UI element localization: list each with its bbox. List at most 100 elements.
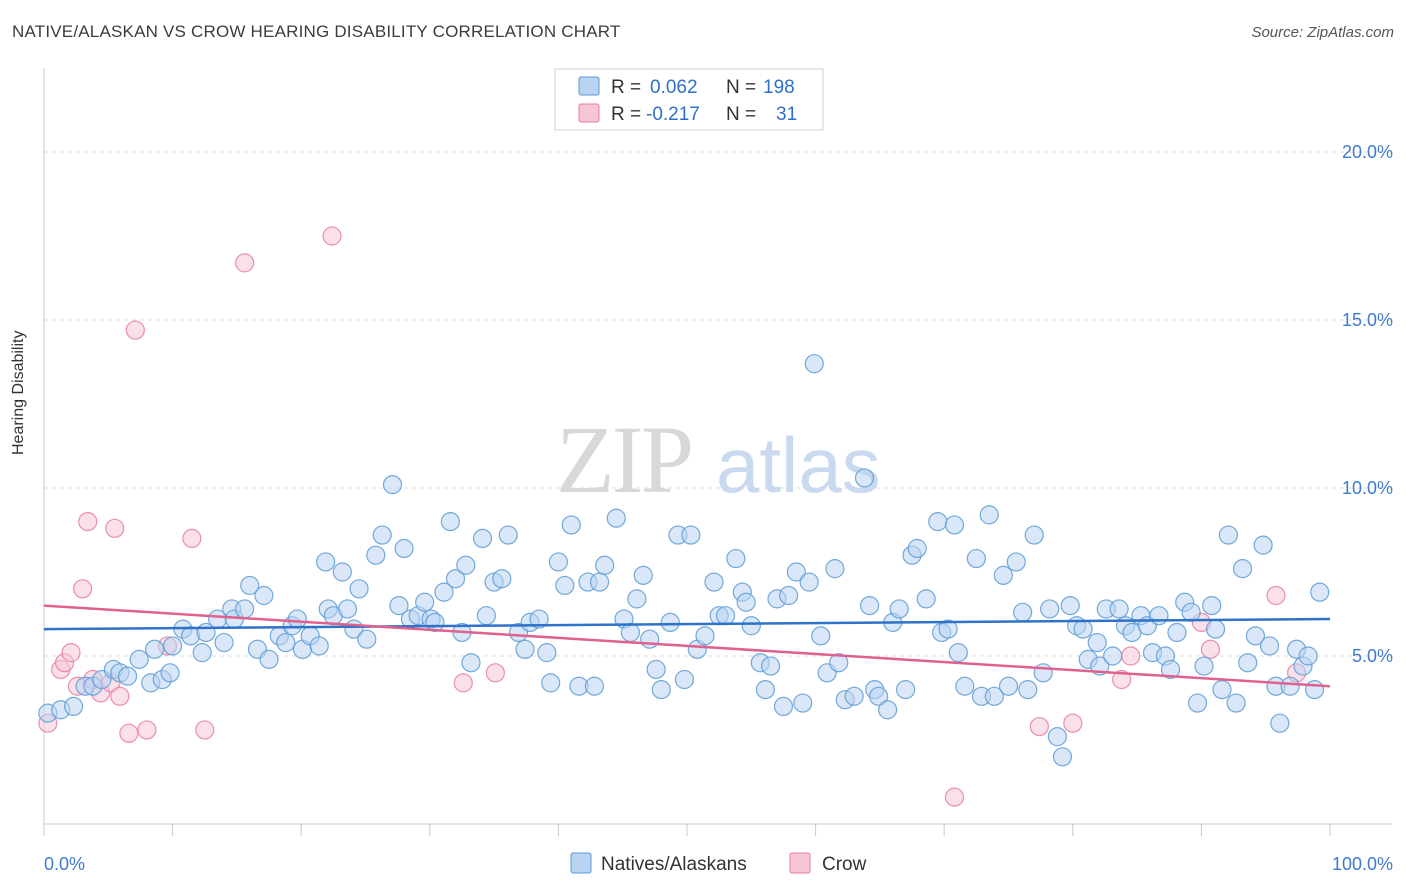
- y-tick-label: 20.0%: [1342, 142, 1393, 162]
- crow-point: [1112, 669, 1132, 690]
- natives-point: [529, 609, 549, 629]
- crow-trend-line: [43, 604, 1331, 688]
- natives-point: [498, 525, 518, 545]
- bottom-legend-crow: Crow: [822, 854, 867, 875]
- natives-point: [660, 612, 680, 633]
- trend-lines: [43, 604, 1331, 688]
- natives-point: [589, 572, 610, 592]
- crow-point: [182, 528, 202, 549]
- natives-point: [394, 538, 414, 559]
- natives-point: [1212, 679, 1232, 700]
- natives-point: [1052, 747, 1073, 767]
- natives-point: [778, 585, 799, 606]
- natives-point: [1109, 599, 1129, 619]
- natives-point: [741, 616, 761, 636]
- natives-point: [129, 649, 149, 669]
- natives-point: [606, 508, 626, 528]
- legend-r-value: -0.217: [646, 104, 700, 125]
- natives-point: [633, 565, 653, 585]
- natives-point: [1270, 713, 1290, 733]
- natives-point: [1245, 626, 1266, 646]
- natives-point: [773, 696, 794, 717]
- natives-point: [1202, 595, 1222, 616]
- natives-point: [928, 511, 948, 532]
- natives-point: [704, 572, 724, 592]
- natives-point: [515, 639, 535, 659]
- natives-point: [755, 679, 776, 700]
- natives-point: [1232, 559, 1253, 579]
- axes: [43, 68, 1392, 836]
- natives-point: [445, 569, 466, 589]
- legend-n-label: N =: [726, 77, 756, 98]
- crow-point: [322, 226, 342, 246]
- natives-point: [595, 555, 615, 575]
- natives-point: [1149, 606, 1169, 626]
- natives-point: [144, 639, 165, 659]
- natives-point: [1259, 636, 1280, 656]
- natives-point: [389, 595, 409, 616]
- natives-point: [1103, 646, 1123, 666]
- crow-point: [453, 673, 473, 693]
- y-tick-label: 5.0%: [1352, 646, 1393, 666]
- natives-point: [476, 606, 496, 626]
- crow-point: [119, 723, 139, 743]
- legend-r-label: R =: [611, 77, 641, 98]
- natives-point: [461, 653, 481, 673]
- natives-point: [1218, 525, 1239, 545]
- natives-point: [998, 676, 1019, 696]
- legend-n-label: N =: [726, 104, 756, 125]
- natives-point: [1194, 656, 1214, 676]
- natives-point: [349, 579, 369, 599]
- crow-point: [78, 511, 98, 532]
- natives-point: [1187, 693, 1208, 713]
- natives-point: [860, 595, 880, 616]
- natives-point: [1298, 646, 1318, 666]
- natives-point: [548, 552, 569, 572]
- natives-point: [584, 676, 605, 696]
- natives-point: [878, 700, 898, 720]
- natives-point: [382, 475, 403, 495]
- bottom-legend-swatch-blue: [570, 852, 592, 874]
- natives-point: [235, 599, 255, 619]
- natives-point: [254, 585, 274, 606]
- natives-point: [163, 636, 183, 656]
- natives-point: [948, 643, 968, 663]
- natives-point: [492, 569, 512, 589]
- natives-point: [1040, 599, 1060, 619]
- natives-point: [736, 592, 756, 612]
- natives-point: [561, 515, 581, 535]
- crow-point: [72, 579, 93, 599]
- natives-point: [804, 354, 824, 374]
- legend-swatch-pink: [578, 103, 600, 123]
- natives-point: [541, 673, 561, 693]
- natives-point: [1304, 679, 1325, 700]
- crow-point: [61, 643, 81, 663]
- natives-point: [366, 545, 386, 565]
- natives-point: [456, 555, 476, 575]
- natives-point: [287, 609, 307, 629]
- natives-point: [681, 525, 701, 545]
- natives-point: [944, 515, 965, 535]
- natives-point: [192, 643, 212, 663]
- natives-point: [786, 562, 806, 582]
- natives-point: [799, 572, 819, 592]
- crow-point: [944, 787, 965, 807]
- crow-point: [1266, 585, 1286, 606]
- natives-point: [1253, 535, 1273, 555]
- crow-point: [105, 518, 125, 538]
- watermark-zip: ZIP: [556, 406, 691, 513]
- natives-point: [1280, 676, 1300, 696]
- chart-source: Source: ZipAtlas.com: [1251, 24, 1394, 41]
- crow-point: [1029, 716, 1049, 737]
- legend-box: [554, 68, 824, 131]
- bottom-legend-natives: Natives/Alaskans: [601, 854, 747, 875]
- natives-point: [332, 562, 352, 582]
- natives-point: [646, 659, 666, 680]
- natives-point: [259, 649, 279, 669]
- x-tick-label: 0.0%: [44, 854, 85, 874]
- natives-point: [715, 606, 736, 626]
- natives-point: [1013, 602, 1033, 622]
- natives-point: [1047, 727, 1067, 747]
- natives-point: [620, 622, 641, 643]
- bottom-legend: Natives/Alaskans Crow: [570, 852, 867, 875]
